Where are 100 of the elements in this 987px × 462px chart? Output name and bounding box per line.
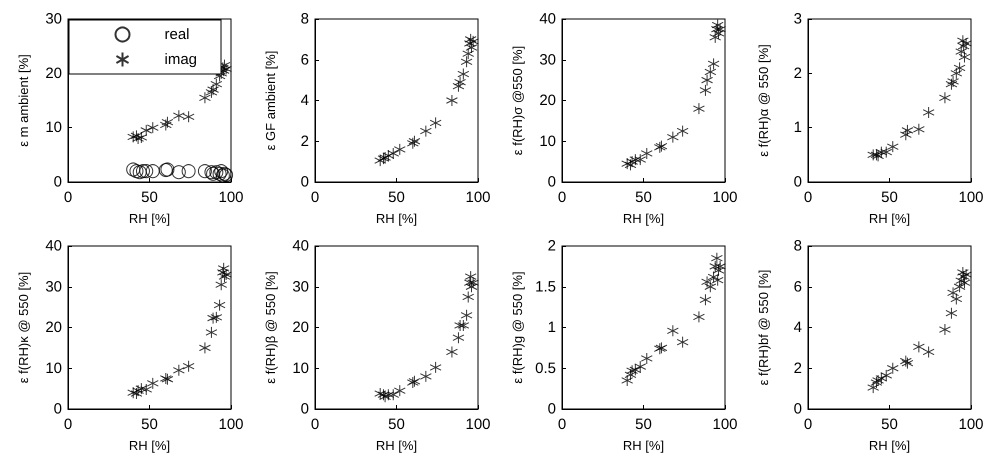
y-tick-label: 1 bbox=[794, 119, 802, 136]
point bbox=[960, 37, 972, 50]
point bbox=[464, 270, 476, 283]
point bbox=[126, 162, 140, 176]
point bbox=[214, 164, 228, 178]
point bbox=[127, 386, 140, 399]
point bbox=[374, 154, 386, 167]
point bbox=[946, 78, 958, 90]
point bbox=[462, 48, 474, 60]
y-tick-label: 20 bbox=[538, 92, 556, 109]
x-tick-label: 50 bbox=[881, 416, 898, 433]
point bbox=[182, 110, 195, 123]
point bbox=[466, 35, 479, 48]
point bbox=[872, 374, 884, 386]
legend-label: real bbox=[164, 26, 190, 43]
point bbox=[462, 290, 474, 303]
point bbox=[913, 123, 926, 136]
point bbox=[130, 388, 142, 400]
point bbox=[913, 340, 926, 353]
point bbox=[218, 262, 230, 274]
point bbox=[955, 274, 968, 287]
y-tick-label: 0 bbox=[54, 400, 62, 418]
point bbox=[429, 116, 442, 129]
point bbox=[900, 128, 912, 141]
point bbox=[429, 361, 442, 374]
point bbox=[464, 276, 476, 289]
point bbox=[950, 292, 963, 305]
point bbox=[454, 319, 466, 332]
point bbox=[707, 58, 720, 70]
point bbox=[698, 84, 711, 96]
point bbox=[698, 294, 711, 306]
point bbox=[704, 66, 716, 78]
point bbox=[957, 266, 970, 278]
x-tick-label: 100 bbox=[465, 416, 490, 433]
point bbox=[465, 280, 478, 293]
point bbox=[710, 23, 722, 36]
y-tick-label: 0 bbox=[547, 174, 556, 190]
point bbox=[958, 40, 970, 52]
point bbox=[420, 370, 432, 382]
point bbox=[394, 143, 406, 156]
x-tick-label: 100 bbox=[958, 189, 984, 206]
y-tick-label: 6 bbox=[794, 278, 802, 296]
point bbox=[198, 342, 211, 354]
y-axis-title: ε f(RH)α @ 550 [%] bbox=[756, 44, 772, 157]
point bbox=[394, 384, 406, 397]
point bbox=[198, 164, 212, 178]
point bbox=[452, 80, 464, 92]
point bbox=[887, 140, 900, 153]
point bbox=[464, 37, 476, 50]
x-tick-label: 50 bbox=[634, 189, 652, 206]
point bbox=[628, 364, 641, 376]
y-tick-label: 1 bbox=[547, 319, 556, 336]
y-tick-label: 2 bbox=[300, 132, 309, 150]
x-tick-label: 50 bbox=[141, 416, 158, 433]
y-axis-title: ε f(RH)g @ 550 [%] bbox=[510, 271, 524, 384]
y-tick-label: 0 bbox=[300, 400, 309, 418]
point bbox=[220, 62, 232, 75]
y-tick-label: 0 bbox=[794, 174, 802, 190]
point bbox=[420, 125, 432, 138]
point bbox=[146, 122, 159, 134]
point bbox=[880, 369, 892, 382]
point bbox=[876, 372, 888, 384]
point bbox=[710, 252, 722, 264]
point bbox=[466, 276, 479, 289]
y-tick-label: 30 bbox=[538, 51, 556, 68]
x-axis-title: RH [%] bbox=[622, 438, 664, 453]
point bbox=[954, 280, 966, 293]
point bbox=[712, 27, 724, 40]
point bbox=[464, 33, 476, 46]
y-tick-label: 1.5 bbox=[534, 278, 556, 296]
point bbox=[708, 31, 721, 44]
point bbox=[198, 92, 211, 104]
point bbox=[139, 164, 154, 178]
point bbox=[947, 286, 960, 299]
point bbox=[452, 332, 464, 344]
y-tick-label: 8 bbox=[794, 238, 802, 254]
y-tick-label: 40 bbox=[45, 238, 62, 254]
point bbox=[640, 147, 652, 160]
point bbox=[129, 164, 144, 178]
point bbox=[214, 299, 226, 312]
point bbox=[465, 42, 478, 54]
point bbox=[711, 274, 724, 286]
point bbox=[958, 51, 971, 64]
point bbox=[205, 86, 218, 98]
point bbox=[132, 384, 144, 397]
y-tick-label: 20 bbox=[292, 319, 309, 336]
x-tick-label: 50 bbox=[881, 189, 898, 206]
point bbox=[947, 75, 960, 88]
x-axis-title: RH [%] bbox=[622, 211, 664, 226]
y-tick-label: 0 bbox=[794, 400, 802, 418]
x-tick-label: 50 bbox=[388, 416, 405, 433]
point bbox=[707, 270, 720, 283]
point bbox=[666, 324, 678, 337]
point bbox=[146, 164, 160, 178]
point bbox=[700, 276, 713, 288]
point bbox=[954, 62, 966, 74]
point bbox=[955, 46, 968, 58]
x-axis-title: RH [%] bbox=[376, 438, 417, 453]
y-tick-label: 0.5 bbox=[534, 360, 556, 377]
point bbox=[640, 352, 652, 364]
